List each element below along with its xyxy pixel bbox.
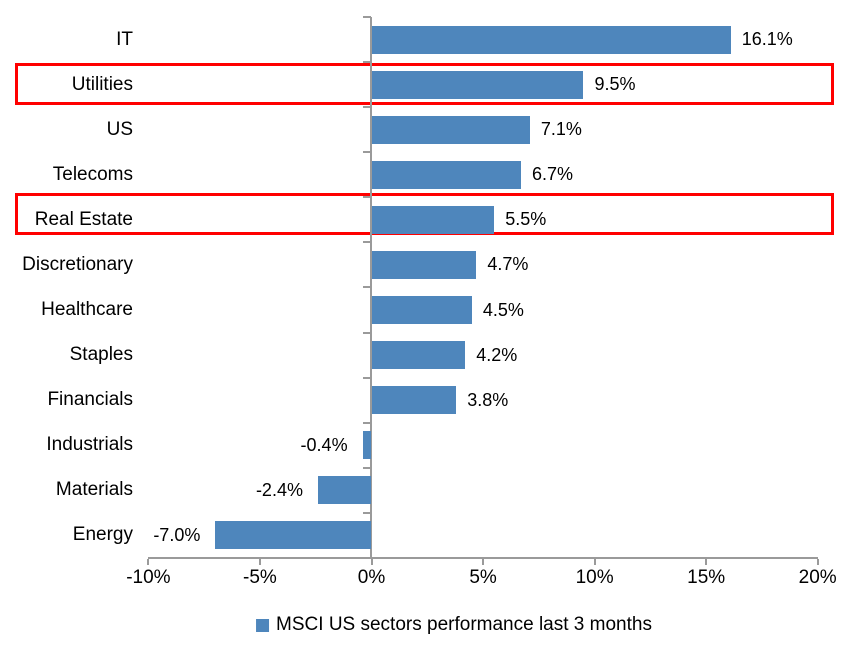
bar-energy [215,521,372,550]
category-boundary-tick [363,511,371,514]
x-axis-tick [705,558,708,565]
category-boundary-tick [363,421,371,424]
bar-us [371,115,530,144]
bar-industrials [362,431,372,460]
bar-financials [371,386,457,415]
chart-legend: MSCI US sectors performance last 3 month… [256,613,652,637]
category-boundary-tick [363,466,371,469]
category-label-industrials: Industrials [46,434,133,456]
value-label-us: 7.1% [540,119,582,140]
category-boundary-tick [363,106,371,109]
bar-utilities [371,70,584,99]
category-label-telecoms: Telecoms [52,163,133,185]
x-axis-tick [147,558,150,565]
category-boundary-tick [363,61,371,64]
value-label-staples: 4.2% [476,344,518,365]
bar-materials [317,476,372,505]
value-label-healthcare: 4.5% [482,299,524,320]
category-boundary-tick [363,241,371,244]
bar-discretionary [371,250,477,279]
category-label-us: US [106,118,133,140]
value-label-real-estate: 5.5% [505,209,547,230]
category-label-it: IT [116,28,133,50]
legend-label: MSCI US sectors performance last 3 month… [276,614,652,635]
x-axis-tick-label: 20% [798,567,837,588]
x-axis-tick-label: -10% [126,567,171,588]
x-axis-line [148,556,818,559]
x-axis-tick-label: 5% [469,567,497,588]
legend-swatch [256,618,270,632]
bar-real-estate [371,205,495,234]
y-axis-line [370,17,372,558]
category-label-financials: Financials [47,389,133,411]
bar-healthcare [371,296,472,325]
highlight-box-utilities [15,63,834,105]
category-boundary-tick [363,376,371,379]
category-boundary-tick [363,196,371,199]
value-label-energy: -7.0% [153,524,201,545]
category-label-healthcare: Healthcare [41,299,133,321]
value-label-telecoms: 6.7% [531,164,573,185]
value-label-materials: -2.4% [255,479,303,500]
category-label-materials: Materials [55,479,133,501]
bar-staples [371,341,466,370]
x-axis-tick-label: 0% [357,567,386,588]
x-axis-tick-label: 15% [687,567,726,588]
value-label-utilities: 9.5% [594,74,636,95]
category-boundary-tick [363,286,371,289]
value-label-industrials: -0.4% [300,434,348,455]
value-label-discretionary: 4.7% [487,254,529,275]
category-label-utilities: Utilities [71,73,133,95]
x-axis-tick-label: 10% [575,567,614,588]
category-boundary-tick [363,16,371,18]
category-boundary-tick [363,556,371,559]
bar-telecoms [371,160,521,189]
value-label-it: 16.1% [741,29,793,50]
category-label-discretionary: Discretionary [22,253,133,275]
category-label-real-estate: Real Estate [34,208,133,230]
x-axis-tick [482,558,485,565]
x-axis-tick [593,558,596,565]
x-axis-tick-label: -5% [243,567,277,588]
category-boundary-tick [363,331,371,334]
category-label-energy: Energy [72,524,133,546]
x-axis-tick [816,558,819,565]
x-axis-tick [370,558,373,565]
bar-it [371,25,731,54]
x-axis-tick [258,558,261,565]
value-label-financials: 3.8% [467,389,509,410]
category-boundary-tick [363,151,371,154]
category-label-staples: Staples [69,344,133,366]
